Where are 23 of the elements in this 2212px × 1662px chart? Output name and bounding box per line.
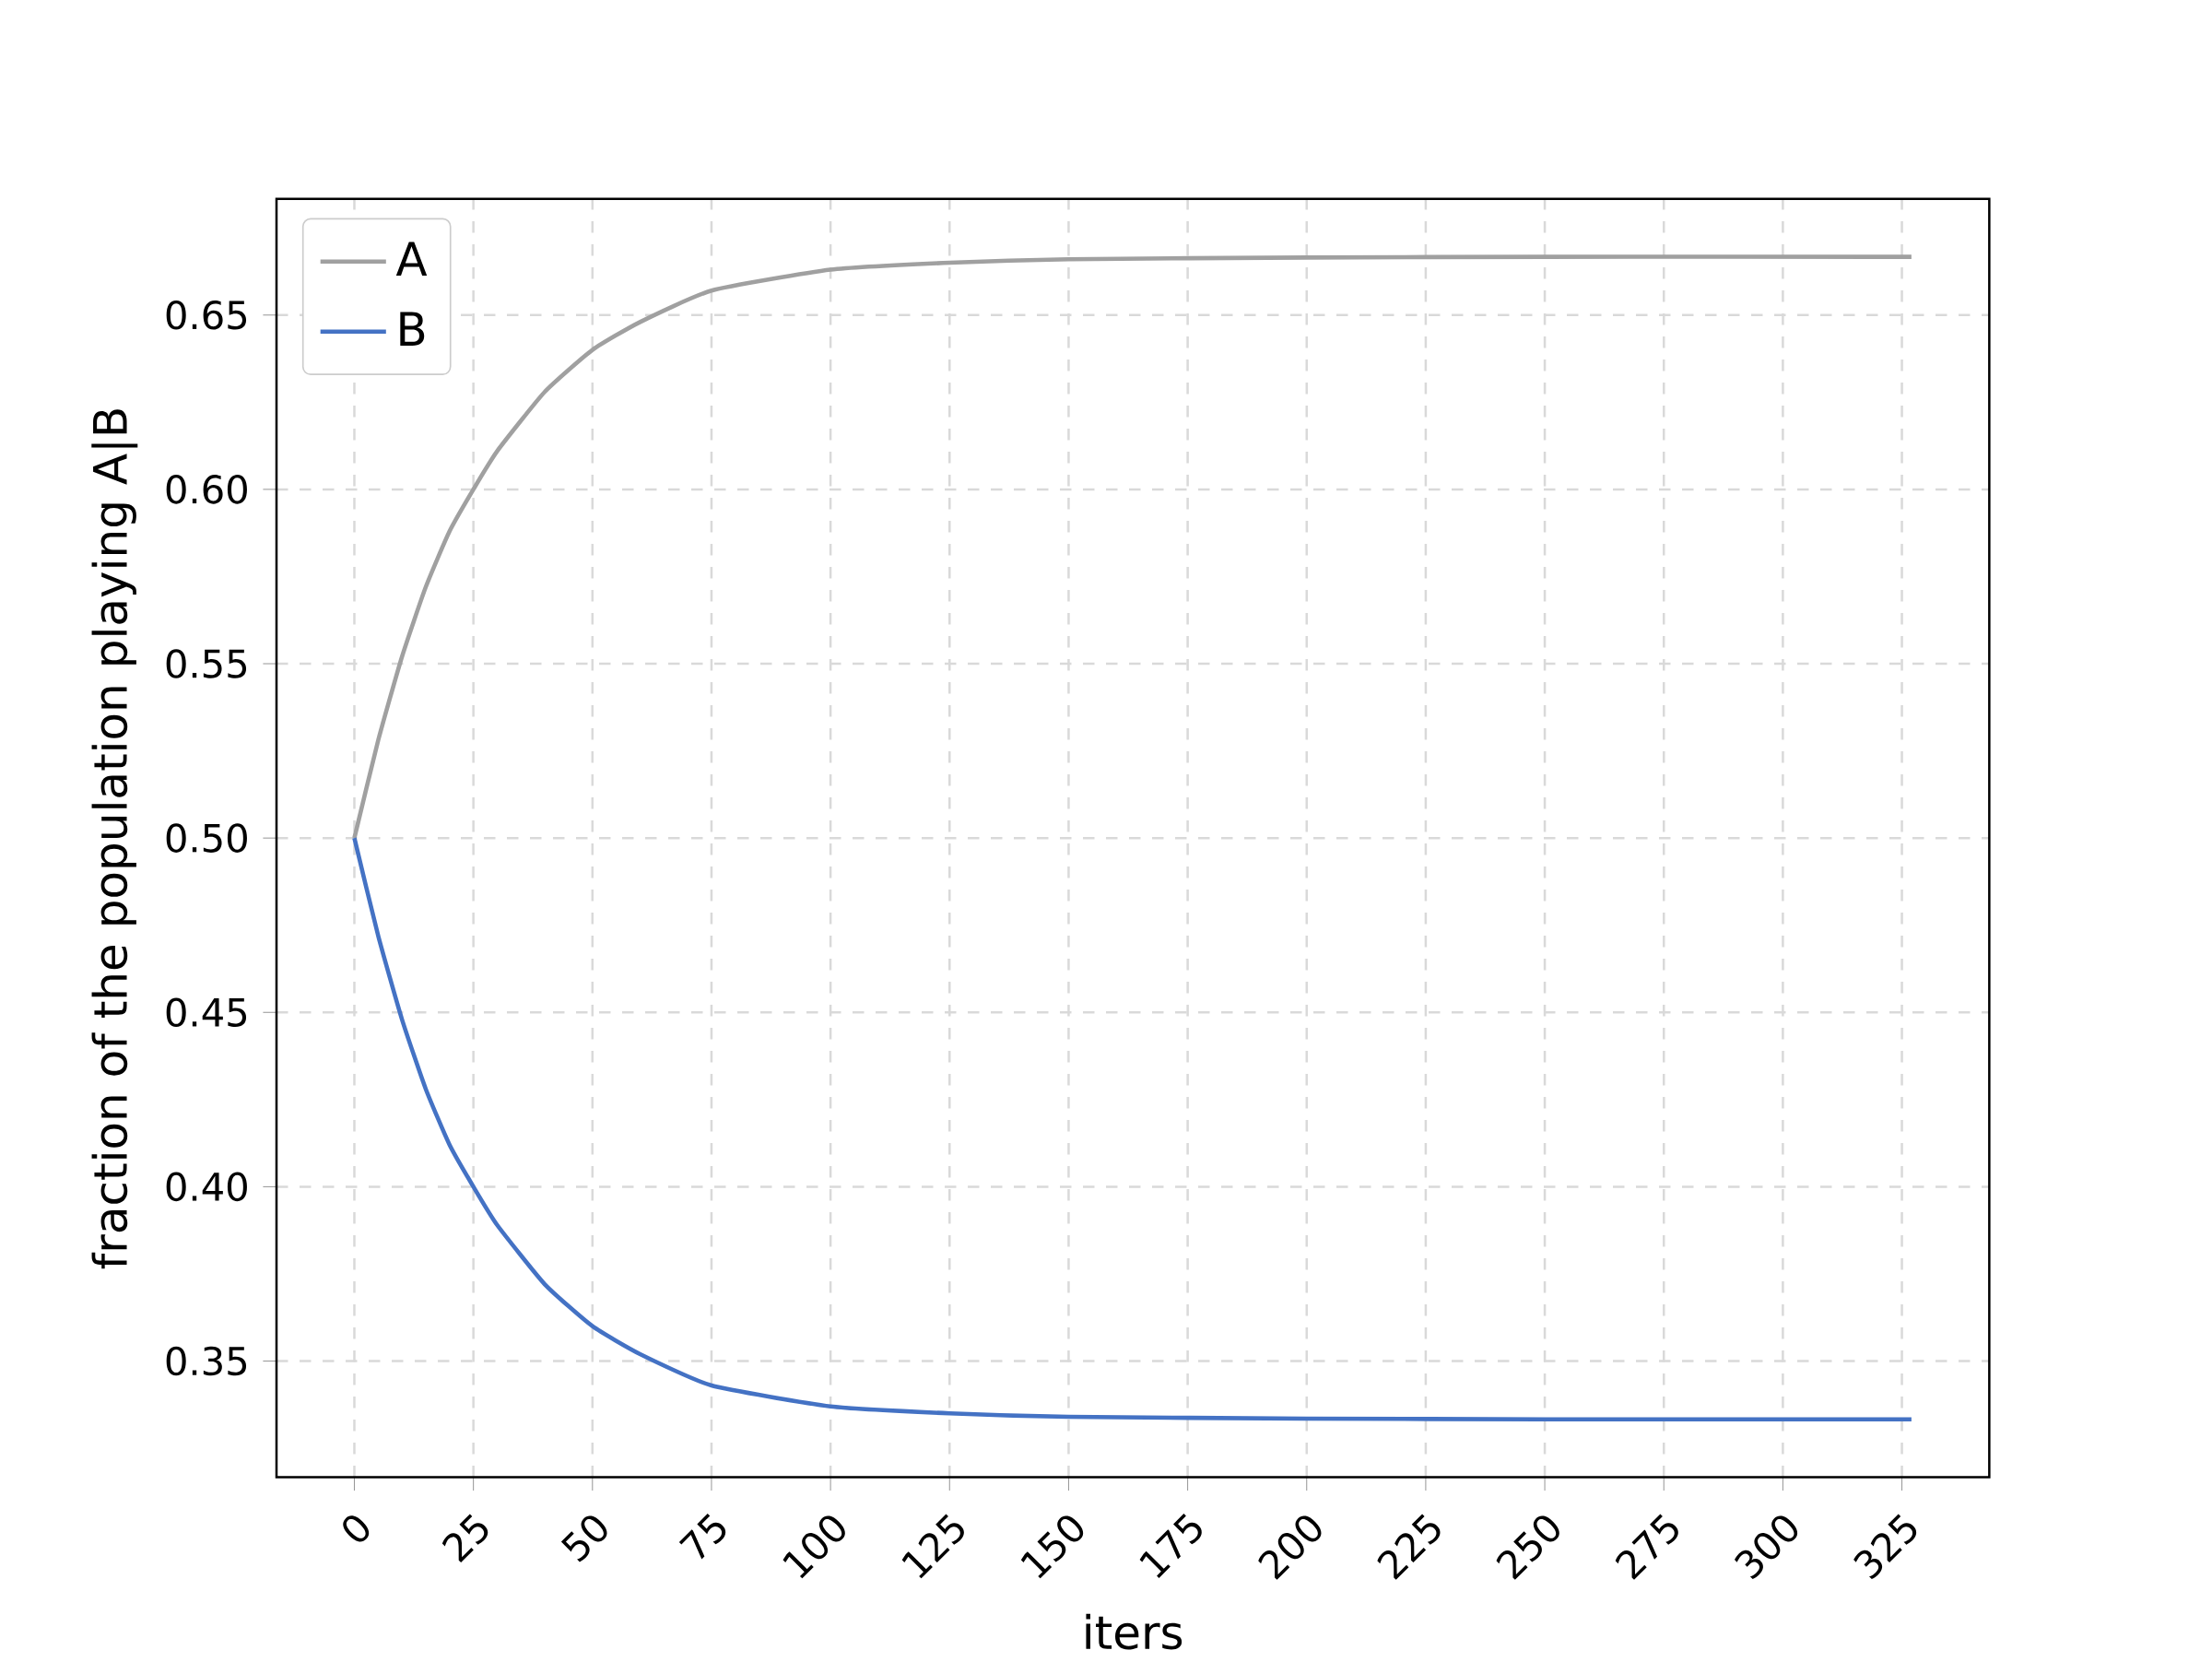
x-tick-label: 175 [1139, 1513, 1202, 1578]
legend-label: B [400, 312, 425, 346]
x-tick-label: 125 [901, 1514, 964, 1579]
x-tick-label: 25 [441, 1514, 488, 1562]
y-tick-label: 0.45 [166, 997, 247, 1027]
x-tick-label: 200 [1258, 1515, 1322, 1580]
line-series [352, 835, 1914, 1421]
x-tick-label: 100 [782, 1515, 845, 1579]
x-tick-label: 300 [1734, 1515, 1798, 1579]
x-tick-label: 0 [343, 1515, 370, 1542]
x-tick-label: 150 [1020, 1515, 1084, 1579]
y-tick-label: 0.55 [166, 649, 247, 678]
y-tick-label: 0.60 [166, 474, 247, 504]
y-tick-label: 0.35 [166, 1346, 247, 1376]
x-tick-label: 250 [1496, 1515, 1559, 1580]
legend-label: A [395, 242, 428, 276]
y-tick-label: 0.50 [166, 823, 247, 853]
y-tick-label: 0.65 [166, 300, 247, 330]
x-tick-label: 50 [560, 1515, 607, 1562]
x-tick-label: 75 [678, 1513, 726, 1560]
y-axis-title: fraction of the population playing A|B [91, 409, 138, 1268]
x-axis-title: iters [1086, 1613, 1182, 1650]
y-tick-label: 0.40 [166, 1172, 247, 1201]
